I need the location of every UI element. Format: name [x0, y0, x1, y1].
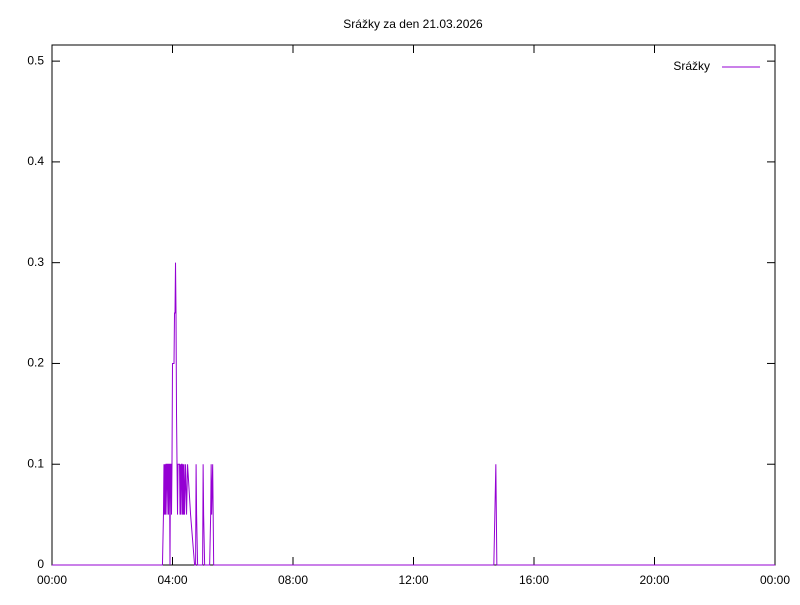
data-line	[52, 262, 775, 566]
x-tick-label: 12:00	[398, 573, 428, 587]
y-tick-label: 0.5	[27, 53, 44, 67]
x-tick-label: 20:00	[639, 573, 669, 587]
x-tick-label: 00:00	[760, 573, 790, 587]
y-tick-label: 0	[37, 557, 44, 571]
x-tick-label: 08:00	[278, 573, 308, 587]
x-tick-label: 16:00	[519, 573, 549, 587]
chart-title: Srážky za den 21.03.2026	[343, 17, 483, 31]
x-tick-label: 04:00	[157, 573, 187, 587]
y-tick-label: 0.4	[27, 154, 44, 168]
y-tick-label: 0.2	[27, 356, 44, 370]
x-tick-label: 00:00	[37, 573, 67, 587]
legend-label: Srážky	[673, 59, 710, 73]
y-tick-label: 0.3	[27, 255, 44, 269]
y-tick-label: 0.1	[27, 456, 44, 470]
